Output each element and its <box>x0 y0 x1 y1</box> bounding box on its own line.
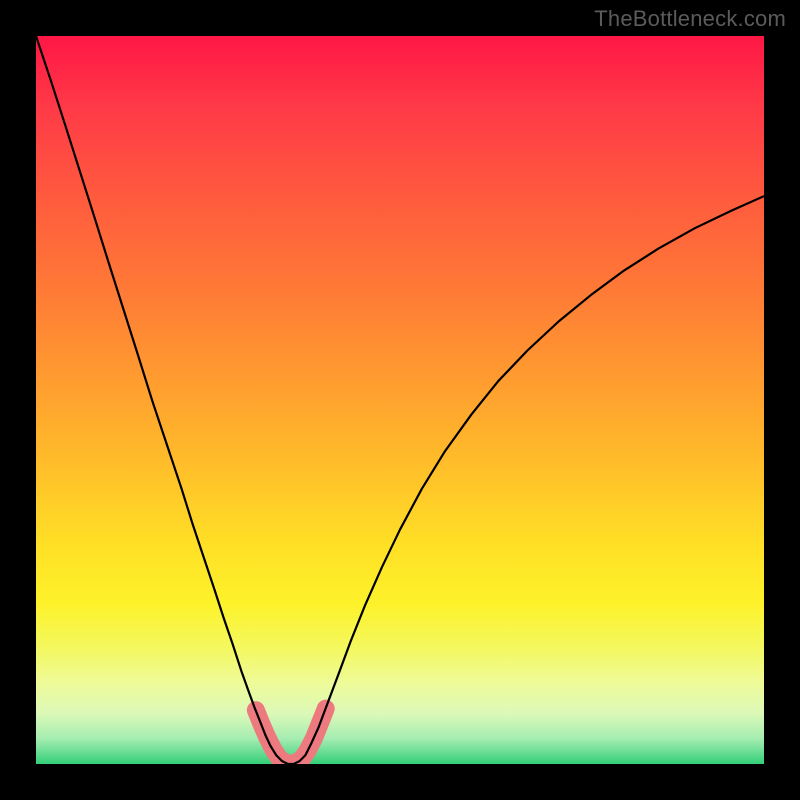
chart-frame: TheBottleneck.com <box>0 0 800 800</box>
plot-background <box>36 36 764 764</box>
watermark-text: TheBottleneck.com <box>594 6 786 32</box>
plot-area <box>36 36 764 764</box>
plot-svg <box>36 36 764 764</box>
